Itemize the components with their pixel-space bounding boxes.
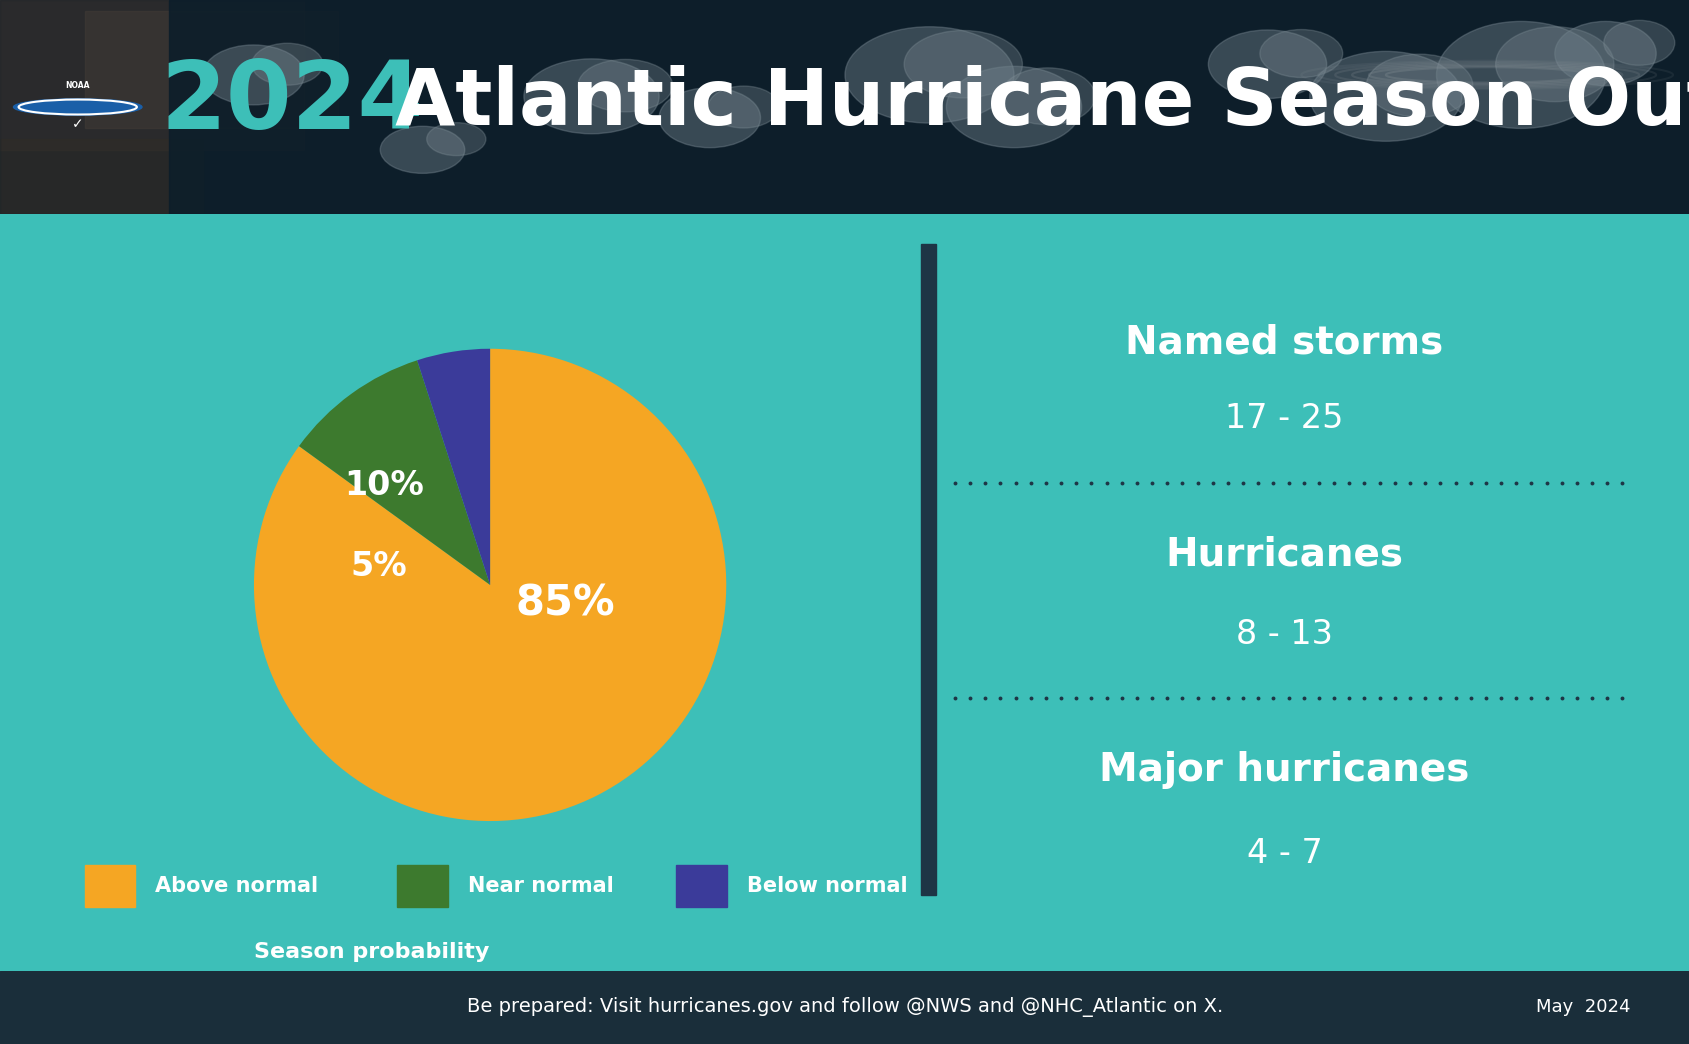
Text: ✓: ✓ bbox=[73, 117, 83, 132]
Ellipse shape bbox=[1554, 22, 1655, 86]
Ellipse shape bbox=[844, 27, 1013, 123]
Ellipse shape bbox=[1000, 68, 1094, 125]
Bar bbox=[921, 244, 936, 895]
Bar bbox=[84, 864, 135, 906]
Ellipse shape bbox=[659, 88, 760, 147]
Text: 85%: 85% bbox=[515, 583, 615, 624]
Text: 5%: 5% bbox=[351, 549, 407, 583]
Ellipse shape bbox=[578, 60, 672, 112]
Text: 17 - 25: 17 - 25 bbox=[1225, 402, 1343, 435]
Bar bbox=[84, 10, 338, 128]
Ellipse shape bbox=[1309, 51, 1461, 141]
Ellipse shape bbox=[1208, 30, 1326, 98]
Ellipse shape bbox=[252, 43, 323, 86]
Bar bbox=[676, 864, 726, 906]
Text: Major hurricanes: Major hurricanes bbox=[1098, 752, 1469, 789]
Text: 2024: 2024 bbox=[160, 56, 424, 148]
Text: 10%: 10% bbox=[345, 469, 424, 502]
Text: Season probability: Season probability bbox=[253, 942, 490, 962]
Text: Above normal: Above normal bbox=[155, 876, 319, 896]
Ellipse shape bbox=[1365, 54, 1471, 117]
Text: NOAA: NOAA bbox=[66, 81, 90, 90]
Wedge shape bbox=[253, 349, 726, 821]
Ellipse shape bbox=[524, 58, 659, 134]
Ellipse shape bbox=[708, 86, 779, 128]
Text: Below normal: Below normal bbox=[747, 876, 907, 896]
Ellipse shape bbox=[1603, 20, 1674, 66]
Bar bbox=[397, 864, 448, 906]
Ellipse shape bbox=[203, 45, 304, 104]
Text: Atlantic Hurricane Season Outlook: Atlantic Hurricane Season Outlook bbox=[368, 65, 1689, 141]
Wedge shape bbox=[417, 349, 490, 585]
Ellipse shape bbox=[904, 30, 1022, 98]
Text: 4 - 7: 4 - 7 bbox=[1246, 837, 1321, 870]
Ellipse shape bbox=[946, 67, 1081, 147]
Text: 8 - 13: 8 - 13 bbox=[1235, 618, 1333, 650]
Text: Be prepared: Visit hurricanes.gov and follow @NWS and @NHC_Atlantic on X.: Be prepared: Visit hurricanes.gov and fo… bbox=[466, 997, 1223, 1018]
Wedge shape bbox=[299, 360, 490, 585]
Ellipse shape bbox=[1260, 29, 1343, 77]
Text: May  2024: May 2024 bbox=[1535, 998, 1630, 1017]
Circle shape bbox=[14, 99, 142, 115]
Text: Named storms: Named storms bbox=[1125, 324, 1442, 361]
Ellipse shape bbox=[1436, 21, 1605, 128]
Bar bbox=[0, 139, 203, 214]
Text: Hurricanes: Hurricanes bbox=[1165, 536, 1402, 573]
Text: Near normal: Near normal bbox=[468, 876, 613, 896]
Ellipse shape bbox=[426, 122, 486, 156]
Bar bbox=[0, 0, 304, 149]
Ellipse shape bbox=[380, 126, 464, 173]
Ellipse shape bbox=[1495, 27, 1613, 101]
